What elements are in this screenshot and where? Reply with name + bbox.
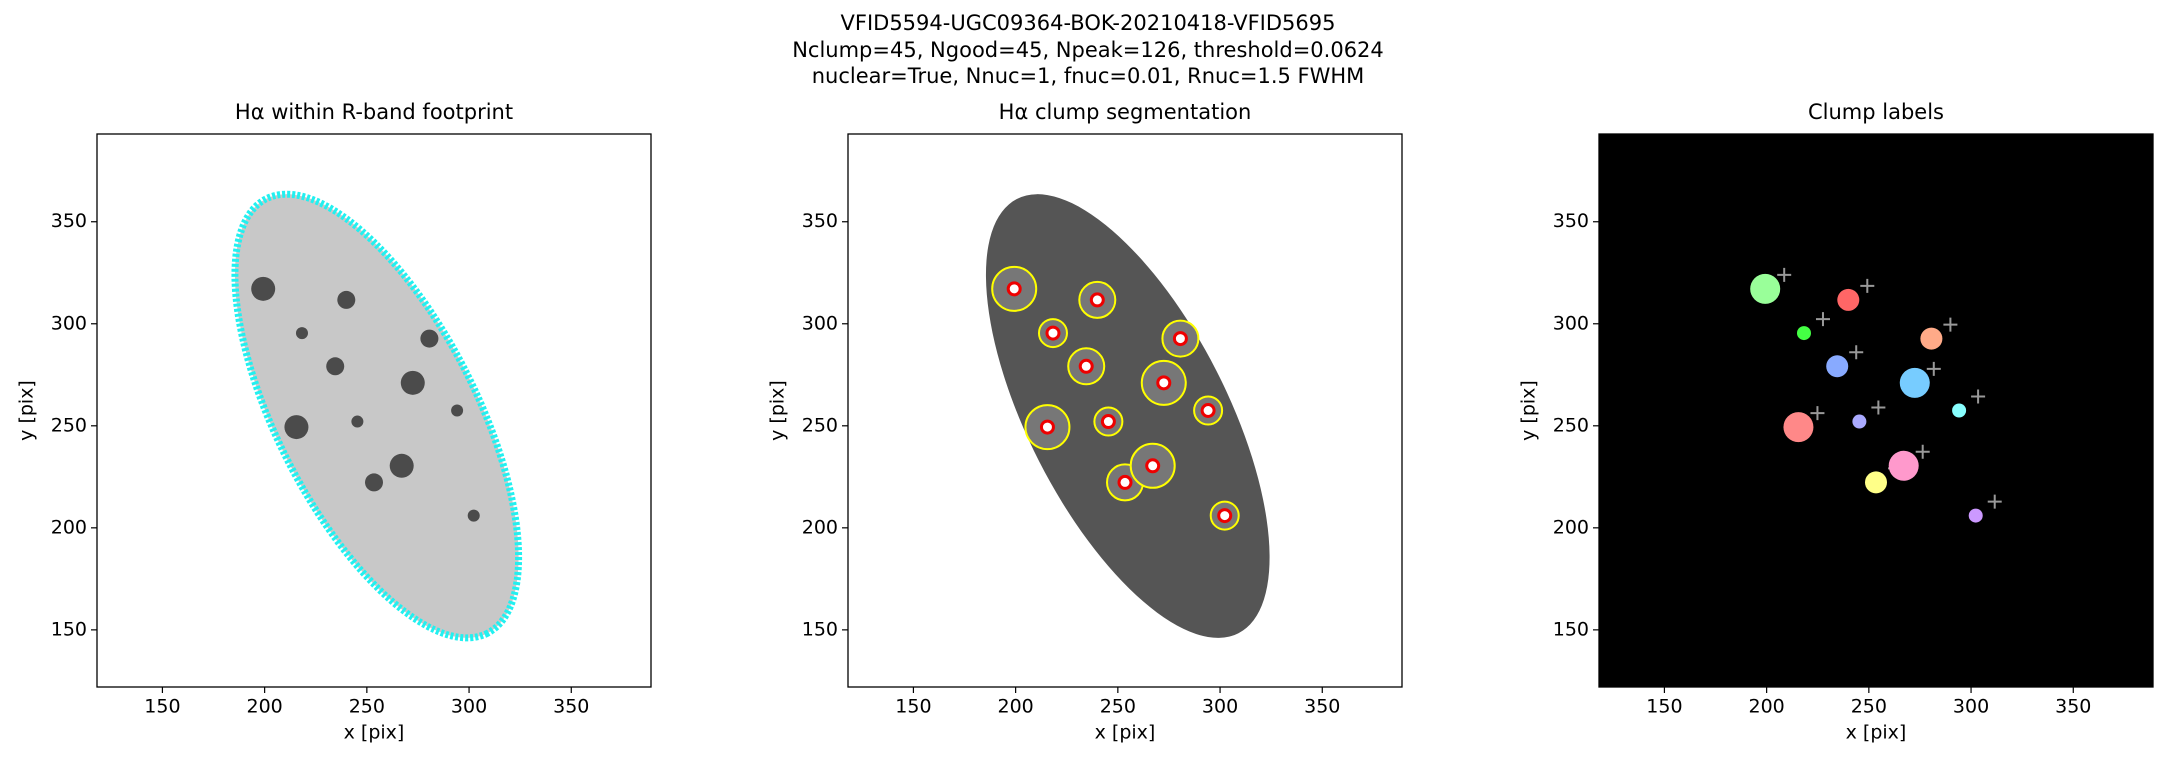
peak [1045, 325, 1061, 341]
peak [1200, 403, 1216, 418]
axes-frame [1598, 133, 2154, 688]
peak-cross [1810, 406, 1825, 421]
x-tick-label: 300 [451, 696, 487, 718]
image [1599, 134, 2153, 687]
y-tick-label: 200 [802, 516, 838, 538]
blob [326, 357, 345, 376]
label-region [1888, 450, 1919, 481]
peak [1172, 331, 1188, 347]
axes-title: Clump labels [1808, 100, 1944, 124]
blob [295, 327, 308, 340]
blob [389, 453, 414, 478]
blob [365, 473, 383, 492]
image [231, 190, 523, 642]
y-tick-label: 250 [51, 414, 87, 436]
y-tick-label: 300 [51, 312, 87, 334]
x-tick-label: 350 [1304, 696, 1340, 718]
y-tick-label: 200 [1553, 516, 1589, 538]
peak [1100, 414, 1116, 430]
peak-cross [1943, 317, 1958, 332]
suptitle: nuclear=True, Nnuc=1, fnuc=0.01, Rnuc=1.… [812, 64, 1365, 88]
label-region [1750, 273, 1781, 304]
y-tick-label: 150 [1553, 618, 1589, 640]
peak-cross [1777, 267, 1792, 282]
image [985, 194, 1270, 638]
label-region [1837, 288, 1860, 311]
x-tick-label: 200 [246, 696, 282, 718]
y-tick-label: 150 [802, 618, 838, 640]
footprint [985, 194, 1270, 638]
blob [467, 509, 480, 522]
peak-cross [1815, 312, 1830, 327]
axes-frame [847, 133, 1403, 688]
peak [1089, 292, 1105, 308]
peak [1117, 474, 1133, 490]
x-tick-label: 350 [2055, 696, 2091, 718]
label-region [1920, 327, 1943, 350]
label-region [1968, 508, 1983, 523]
peak-cross [1871, 400, 1886, 415]
peak [1039, 419, 1055, 435]
y-tick-label: 350 [802, 210, 838, 232]
y-axis-label: y [pix] [767, 380, 789, 441]
peak [1145, 458, 1161, 474]
peak-cross [1987, 494, 2002, 509]
x-tick-label: 350 [553, 696, 589, 718]
y-axis-label: y [pix] [16, 380, 38, 441]
x-tick-label: 200 [997, 696, 1033, 718]
label-region [1865, 471, 1887, 494]
y-tick-label: 350 [51, 210, 87, 232]
y-tick-label: 250 [1553, 414, 1589, 436]
x-tick-label: 150 [1646, 696, 1682, 718]
peak [1217, 508, 1233, 524]
x-tick-label: 300 [1953, 696, 1989, 718]
y-tick-label: 350 [1553, 210, 1589, 232]
peak-cross [1971, 389, 1986, 404]
y-tick-label: 300 [1553, 312, 1589, 334]
x-axis-label: x [pix] [344, 722, 405, 744]
label-region [1852, 414, 1867, 429]
y-tick-label: 200 [51, 516, 87, 538]
label-region [1796, 326, 1811, 341]
suptitle: Nclump=45, Ngood=45, Npeak=126, threshol… [792, 38, 1384, 62]
x-tick-label: 300 [1202, 696, 1238, 718]
peak-cross [1915, 444, 1930, 459]
blob [420, 329, 439, 348]
blob [400, 370, 425, 395]
x-axis-label: x [pix] [1095, 722, 1156, 744]
blob [337, 290, 356, 309]
axes-frame [96, 133, 652, 688]
footprint [231, 190, 523, 642]
x-axis-label: x [pix] [1846, 722, 1907, 744]
label-region [1952, 403, 1967, 418]
blob [451, 404, 464, 417]
label-region [1899, 367, 1930, 398]
peak-cross [1860, 278, 1875, 293]
blob [251, 276, 276, 301]
peak-cross [1926, 361, 1941, 376]
blob [351, 415, 364, 428]
axes-title: Hα clump segmentation [999, 100, 1252, 124]
peak [1006, 281, 1022, 297]
peak [1156, 375, 1172, 391]
label-region [1826, 355, 1849, 378]
y-axis-label: y [pix] [1518, 380, 1540, 441]
y-tick-label: 250 [802, 414, 838, 436]
x-tick-label: 150 [895, 696, 931, 718]
x-tick-label: 250 [1100, 696, 1136, 718]
x-tick-label: 250 [349, 696, 385, 718]
axes-title: Hα within R-band footprint [235, 100, 513, 124]
x-tick-label: 250 [1851, 696, 1887, 718]
blob [284, 415, 309, 440]
suptitle: VFID5594-UGC09364-BOK-20210418-VFID5695 [841, 11, 1336, 35]
y-tick-label: 300 [802, 312, 838, 334]
peak-cross [1849, 345, 1864, 360]
y-tick-label: 150 [51, 618, 87, 640]
peak [1078, 358, 1094, 374]
background [1599, 134, 2153, 687]
x-tick-label: 150 [144, 696, 180, 718]
x-tick-label: 200 [1748, 696, 1784, 718]
label-region [1783, 412, 1814, 443]
